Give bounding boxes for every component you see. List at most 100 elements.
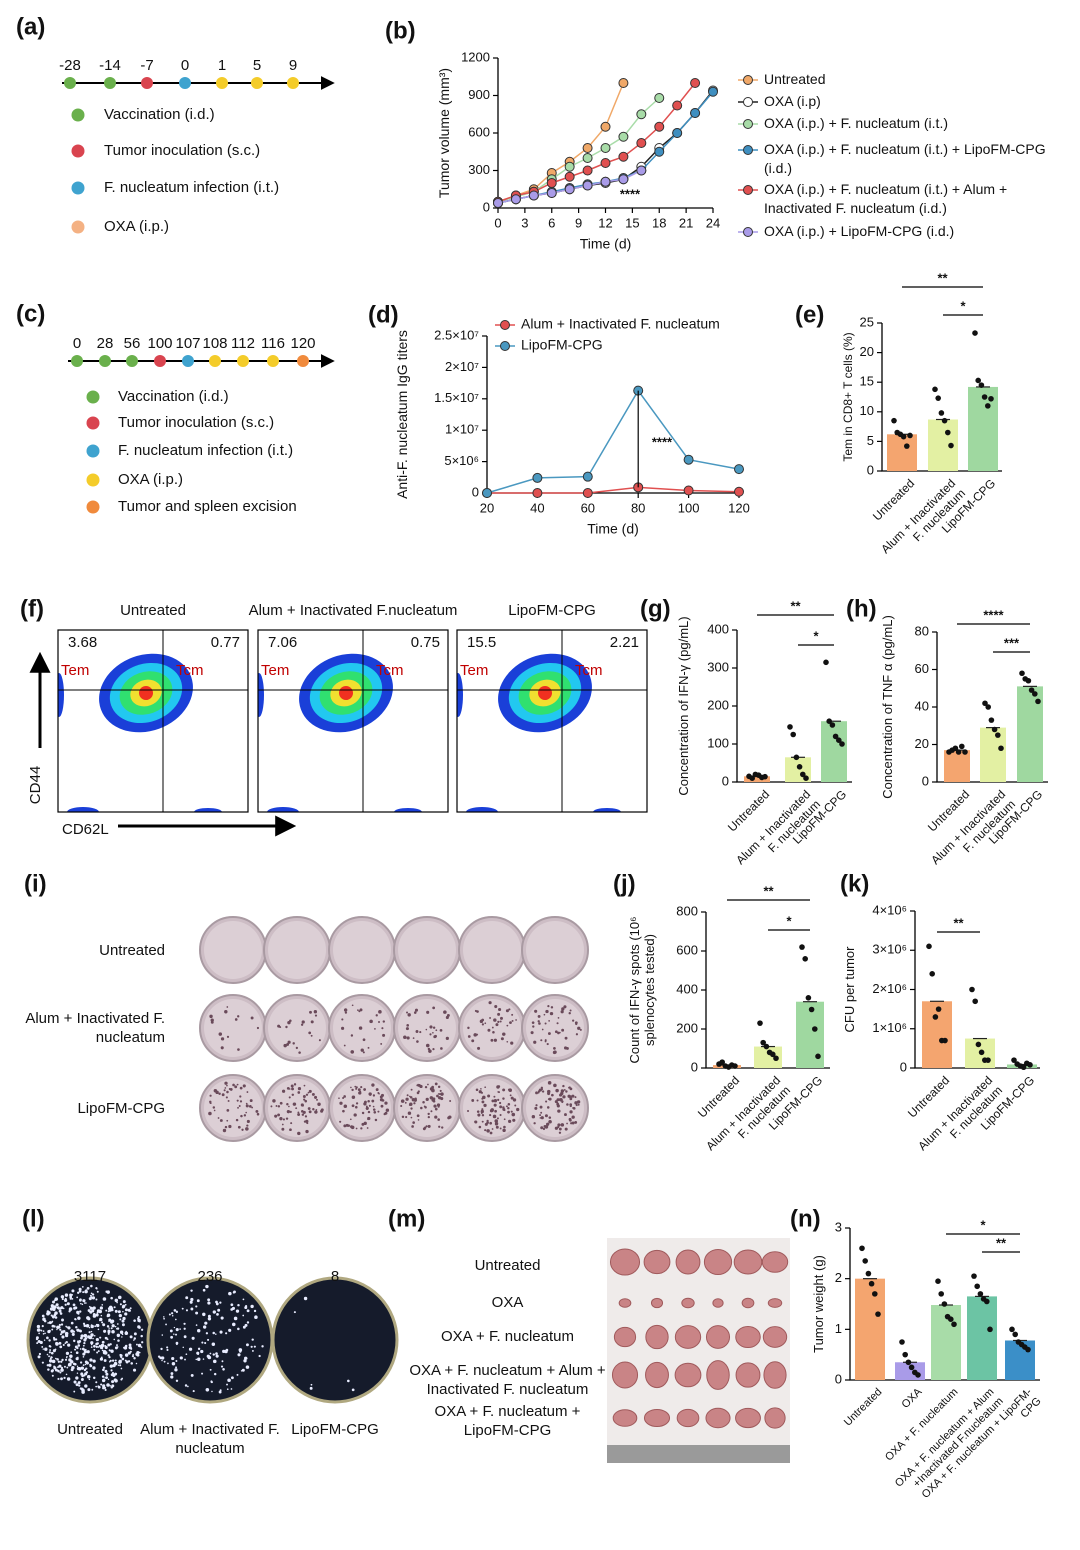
colony bbox=[60, 1360, 63, 1363]
colony bbox=[42, 1330, 45, 1332]
colony bbox=[108, 1349, 111, 1352]
data-point bbox=[826, 718, 832, 724]
colony bbox=[111, 1384, 115, 1388]
colony bbox=[209, 1352, 212, 1355]
spot bbox=[209, 1014, 213, 1019]
spot bbox=[564, 1127, 568, 1131]
data-point bbox=[978, 1049, 985, 1056]
colony bbox=[231, 1322, 236, 1327]
colony bbox=[47, 1368, 50, 1371]
series-line bbox=[486, 389, 740, 494]
spot bbox=[438, 1096, 442, 1100]
spot bbox=[547, 1005, 550, 1008]
timeline-day: 0 bbox=[181, 57, 189, 74]
panel-label: (l) bbox=[22, 1205, 45, 1232]
y-tick-label: 300 bbox=[468, 162, 490, 177]
plot-frame bbox=[257, 629, 449, 813]
colony bbox=[55, 1303, 59, 1307]
data-point bbox=[690, 108, 701, 118]
spot bbox=[301, 1020, 305, 1024]
colony bbox=[57, 1377, 60, 1381]
spot bbox=[208, 1111, 212, 1116]
data-point bbox=[839, 741, 845, 747]
colony bbox=[171, 1356, 175, 1361]
spot bbox=[251, 1106, 254, 1109]
spot bbox=[351, 1104, 355, 1108]
spot bbox=[545, 1009, 549, 1014]
timeline-day: 5 bbox=[253, 57, 261, 74]
colony bbox=[96, 1309, 101, 1313]
colony bbox=[90, 1284, 93, 1288]
spot bbox=[544, 1114, 548, 1118]
colony bbox=[168, 1313, 171, 1316]
colony bbox=[78, 1329, 82, 1333]
spot bbox=[499, 1020, 502, 1023]
timeline-dot bbox=[182, 355, 194, 367]
colony bbox=[91, 1296, 96, 1300]
plot-title: LipoFM-CPG bbox=[508, 602, 596, 619]
spot bbox=[361, 1122, 365, 1126]
colony bbox=[119, 1303, 122, 1306]
spot bbox=[511, 1112, 516, 1117]
data-point bbox=[823, 659, 829, 666]
colony bbox=[75, 1326, 78, 1329]
data-point bbox=[1028, 687, 1035, 693]
spot bbox=[562, 1095, 566, 1099]
data-point bbox=[719, 1059, 725, 1065]
colony bbox=[65, 1373, 68, 1376]
spot bbox=[355, 1086, 358, 1089]
series-line bbox=[487, 486, 740, 494]
data-point bbox=[941, 1301, 948, 1307]
spot bbox=[282, 1118, 286, 1121]
spot bbox=[429, 1096, 434, 1100]
colony bbox=[166, 1348, 169, 1351]
spot bbox=[400, 1099, 405, 1103]
spot bbox=[423, 1105, 426, 1108]
spot bbox=[380, 1104, 384, 1108]
colony bbox=[95, 1381, 98, 1384]
data-point bbox=[582, 488, 593, 498]
data-point bbox=[941, 417, 948, 424]
colony bbox=[215, 1300, 218, 1304]
colony bbox=[228, 1328, 232, 1332]
legend-text: LipoFM-CPG bbox=[521, 337, 603, 353]
gate-label: Tcm bbox=[575, 662, 603, 679]
colony bbox=[102, 1366, 106, 1369]
colony bbox=[106, 1314, 110, 1318]
spot bbox=[426, 1010, 430, 1014]
colony bbox=[102, 1368, 105, 1371]
colony bbox=[121, 1357, 125, 1361]
spot bbox=[228, 1124, 232, 1129]
spot bbox=[557, 1031, 560, 1035]
row-label-box: LipoFM-CPG bbox=[77, 1100, 165, 1117]
legend-dot bbox=[86, 390, 100, 404]
group-label-box: OXA bbox=[492, 1294, 524, 1311]
spot bbox=[367, 1116, 371, 1121]
spot bbox=[411, 1125, 414, 1128]
tumor bbox=[767, 1298, 783, 1308]
spot bbox=[290, 1084, 294, 1088]
spot bbox=[432, 1006, 436, 1010]
timeline-day: -7 bbox=[140, 57, 153, 74]
spot bbox=[350, 1125, 355, 1130]
colony bbox=[124, 1312, 128, 1316]
colony bbox=[115, 1373, 118, 1375]
colony bbox=[117, 1295, 122, 1300]
y-tick-label: 3 bbox=[835, 1219, 842, 1234]
colony bbox=[184, 1384, 188, 1387]
colony bbox=[122, 1310, 124, 1313]
colony bbox=[76, 1296, 79, 1299]
spot bbox=[564, 1036, 568, 1040]
legend-text: Vaccination (i.d.) bbox=[104, 106, 215, 123]
data-point bbox=[564, 161, 575, 172]
colony bbox=[347, 1379, 350, 1383]
colony bbox=[242, 1325, 246, 1329]
y-tick-label: 3×10⁶ bbox=[872, 942, 907, 957]
colony bbox=[54, 1297, 59, 1301]
spot bbox=[304, 1099, 308, 1103]
timeline-day: 116 bbox=[261, 335, 285, 352]
data-point bbox=[942, 1037, 948, 1044]
colony bbox=[205, 1284, 209, 1289]
spot bbox=[380, 1093, 384, 1097]
spot bbox=[492, 1030, 495, 1034]
